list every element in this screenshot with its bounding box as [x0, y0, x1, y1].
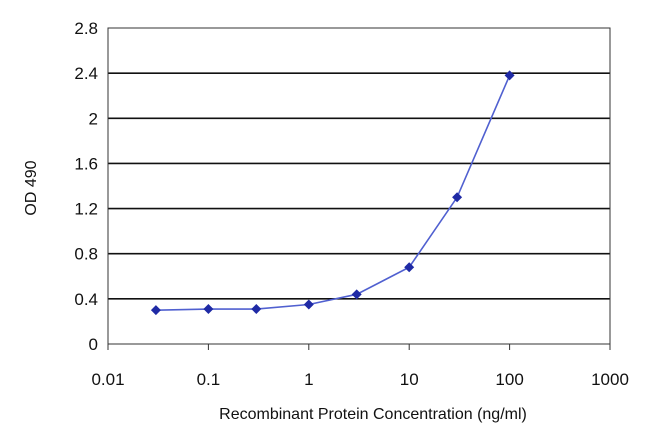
x-axis-ticks	[107, 344, 611, 350]
x-tick-label: 100	[495, 370, 523, 389]
data-point	[150, 305, 161, 316]
data-point	[504, 70, 515, 81]
x-axis-tick-labels: 0.01 0.1 1 10 100 1000	[91, 370, 628, 389]
y-tick-label: 2.8	[74, 19, 98, 38]
data-point	[404, 262, 415, 273]
y-tick-label: 0.4	[74, 290, 98, 309]
y-tick-label: 2	[89, 109, 98, 128]
y-tick-label: 0.8	[74, 245, 98, 264]
plot-area	[107, 27, 611, 350]
y-axis-tick-labels: 0 0.4 0.8 1.2 1.6 2 2.4 2.8	[74, 19, 98, 354]
y-tick-label: 1.2	[74, 200, 98, 219]
data-series	[150, 70, 515, 316]
plot-background	[108, 28, 610, 344]
x-tick-label: 1000	[591, 370, 629, 389]
x-tick-label: 0.1	[197, 370, 221, 389]
gridlines	[108, 72, 610, 300]
data-point	[351, 289, 362, 300]
y-tick-label: 0	[89, 335, 98, 354]
x-tick-label: 10	[400, 370, 419, 389]
x-tick-label: 1	[304, 370, 313, 389]
data-point	[203, 304, 214, 315]
plot-frame	[107, 27, 611, 345]
data-point	[303, 299, 314, 310]
data-point	[452, 192, 463, 203]
y-tick-label: 1.6	[74, 154, 98, 173]
y-axis-title: OD 490	[23, 160, 40, 215]
series-line	[155, 75, 511, 311]
data-point	[251, 304, 262, 315]
x-tick-label: 0.01	[91, 370, 124, 389]
y-tick-label: 2.4	[74, 64, 98, 83]
x-axis-title: Recombinant Protein Concentration (ng/ml…	[219, 406, 527, 423]
